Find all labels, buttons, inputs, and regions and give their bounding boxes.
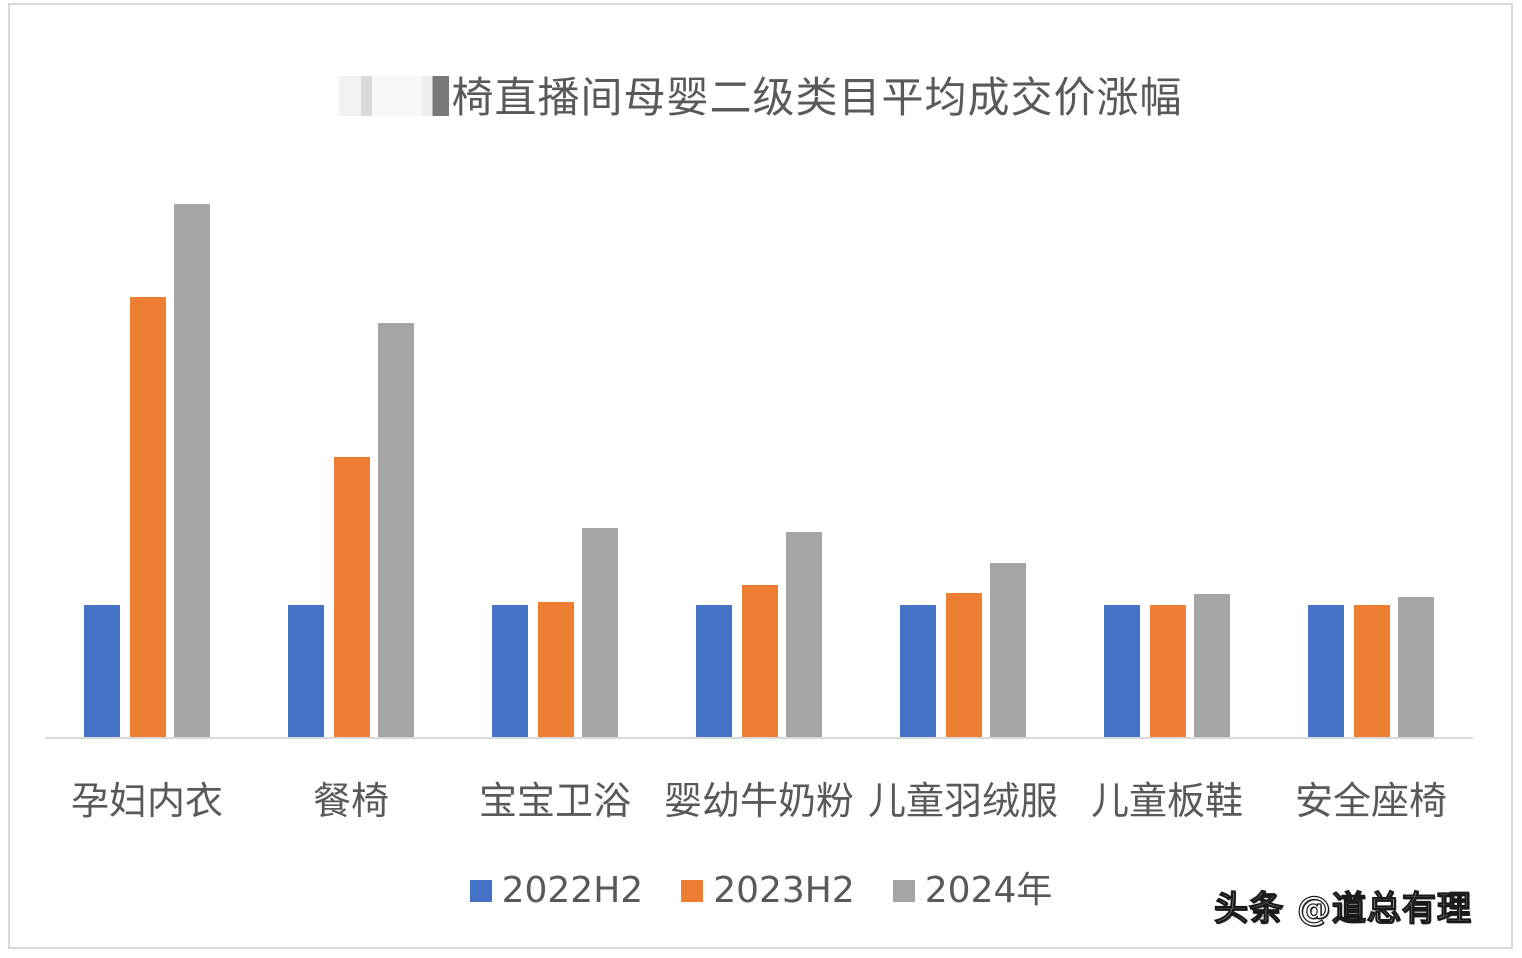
x-axis-category-label: 孕妇内衣 (70, 779, 223, 823)
bar-2022H2-宝宝卫浴 (492, 605, 528, 737)
chart-title: 椅直播间母婴二级类目平均成交价涨幅 (0, 68, 1522, 128)
legend-label: 2022H2 (501, 870, 644, 911)
bar-2023H2-餐椅 (334, 457, 370, 737)
x-axis-category-label: 宝宝卫浴 (478, 779, 631, 823)
x-axis-category-label: 儿童板鞋 (1090, 779, 1243, 823)
bar-2024年-孕妇内衣 (174, 204, 210, 737)
legend-label: 2024年 (924, 870, 1053, 911)
x-axis-category-label: 儿童羽绒服 (867, 779, 1058, 823)
bar-2023H2-宝宝卫浴 (538, 602, 574, 737)
bar-2023H2-婴幼牛奶粉 (742, 585, 778, 737)
x-axis-category-label: 婴幼牛奶粉 (663, 779, 854, 823)
x-axis-category-label: 安全座椅 (1294, 779, 1447, 823)
chart-title-text: 椅直播间母婴二级类目平均成交价涨幅 (451, 73, 1183, 122)
legend-item: 2024年 (892, 866, 1053, 916)
bar-2023H2-儿童羽绒服 (946, 593, 982, 737)
bar-2022H2-安全座椅 (1308, 605, 1344, 737)
bar-2022H2-儿童羽绒服 (900, 605, 936, 737)
legend-item: 2022H2 (469, 866, 644, 916)
x-axis-line (45, 737, 1473, 739)
legend-label: 2023H2 (713, 870, 855, 911)
bar-2022H2-餐椅 (288, 605, 324, 737)
bar-2024年-婴幼牛奶粉 (786, 532, 822, 737)
bar-2022H2-儿童板鞋 (1104, 605, 1140, 737)
bar-2023H2-孕妇内衣 (130, 297, 166, 737)
watermark: 头条 @道总有理 (1213, 888, 1472, 929)
legend-swatch-icon (892, 880, 915, 902)
bar-2022H2-孕妇内衣 (84, 605, 120, 737)
bar-2022H2-婴幼牛奶粉 (696, 605, 732, 737)
bar-2024年-安全座椅 (1398, 597, 1434, 737)
legend-item: 2023H2 (681, 866, 855, 916)
bar-2024年-餐椅 (378, 323, 414, 737)
bar-2023H2-安全座椅 (1354, 605, 1390, 737)
redacted-title-prefix (339, 76, 450, 116)
chart-legend: 2022H2 2023H2 2024年 (0, 866, 1522, 916)
legend-swatch-icon (469, 880, 492, 902)
legend-swatch-icon (681, 880, 704, 902)
bar-2024年-儿童羽绒服 (990, 563, 1026, 737)
chart-frame (8, 3, 1513, 949)
bar-2024年-儿童板鞋 (1194, 594, 1230, 737)
x-axis-category-label: 餐椅 (312, 779, 389, 823)
bar-2023H2-儿童板鞋 (1150, 605, 1186, 737)
bar-2024年-宝宝卫浴 (582, 528, 618, 737)
